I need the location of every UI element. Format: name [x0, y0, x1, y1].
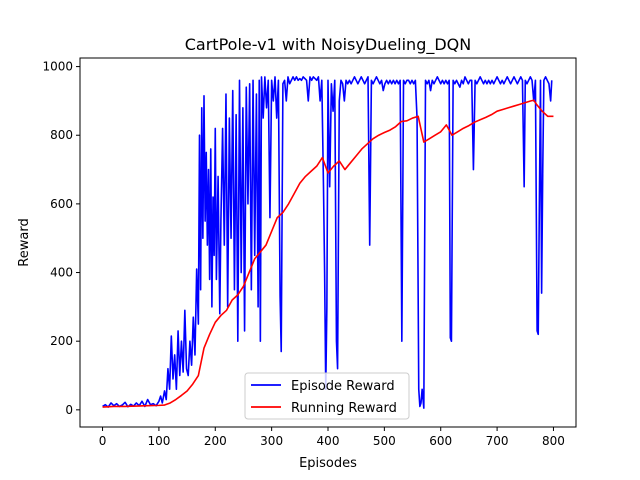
- y-tick-label: 800: [50, 128, 73, 142]
- y-tick-label: 1000: [42, 60, 73, 74]
- x-tick-label: 100: [147, 434, 170, 448]
- series-line-episode-reward: [102, 76, 553, 409]
- x-tick-label: 300: [260, 434, 283, 448]
- y-tick-label: 200: [50, 334, 73, 348]
- x-tick-label: 200: [204, 434, 227, 448]
- legend-label-episode-reward: Episode Reward: [291, 379, 395, 394]
- y-tick-label: 600: [50, 197, 73, 211]
- series-line-running-reward: [102, 99, 554, 408]
- y-tick-label: 0: [65, 403, 73, 417]
- x-axis-ticks: 0 100 200 300 400 500 600 700 800: [99, 427, 565, 448]
- x-tick-label: 800: [542, 434, 565, 448]
- legend-box: [244, 372, 410, 420]
- x-axis-label: Episodes: [299, 456, 357, 471]
- x-tick-label: 400: [317, 434, 340, 448]
- y-axis-label: Reward: [17, 218, 32, 266]
- y-axis-ticks: 0 200 400 600 800 1000: [42, 60, 80, 417]
- plot-area: [79, 57, 577, 428]
- y-tick-label: 400: [50, 266, 73, 280]
- x-tick-label: 600: [429, 434, 452, 448]
- legend: Episode Reward Running Reward: [244, 372, 410, 420]
- x-tick-label: 700: [486, 434, 509, 448]
- series-layer: [102, 76, 554, 409]
- legend-label-running-reward: Running Reward: [291, 401, 397, 416]
- x-tick-label: 0: [99, 434, 107, 448]
- x-tick-label: 500: [373, 434, 396, 448]
- chart-title: CartPole-v1 with NoisyDueling_DQN: [185, 35, 471, 55]
